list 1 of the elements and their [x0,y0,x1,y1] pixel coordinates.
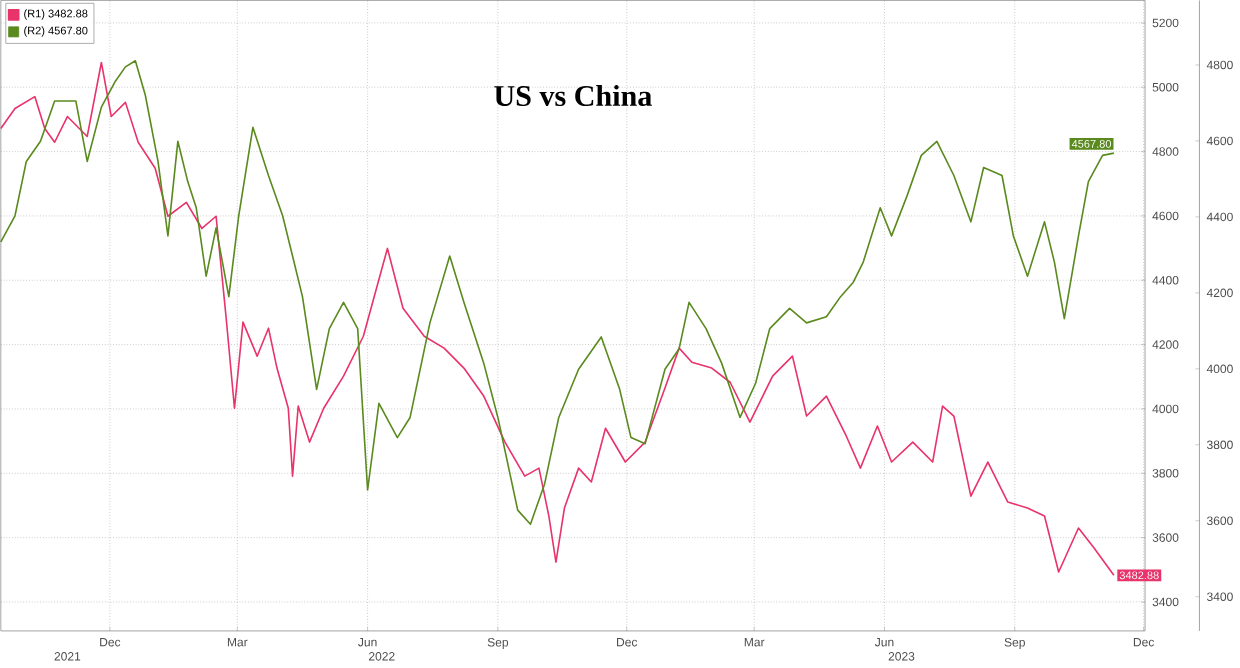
text: US vs China [494,85,652,107]
